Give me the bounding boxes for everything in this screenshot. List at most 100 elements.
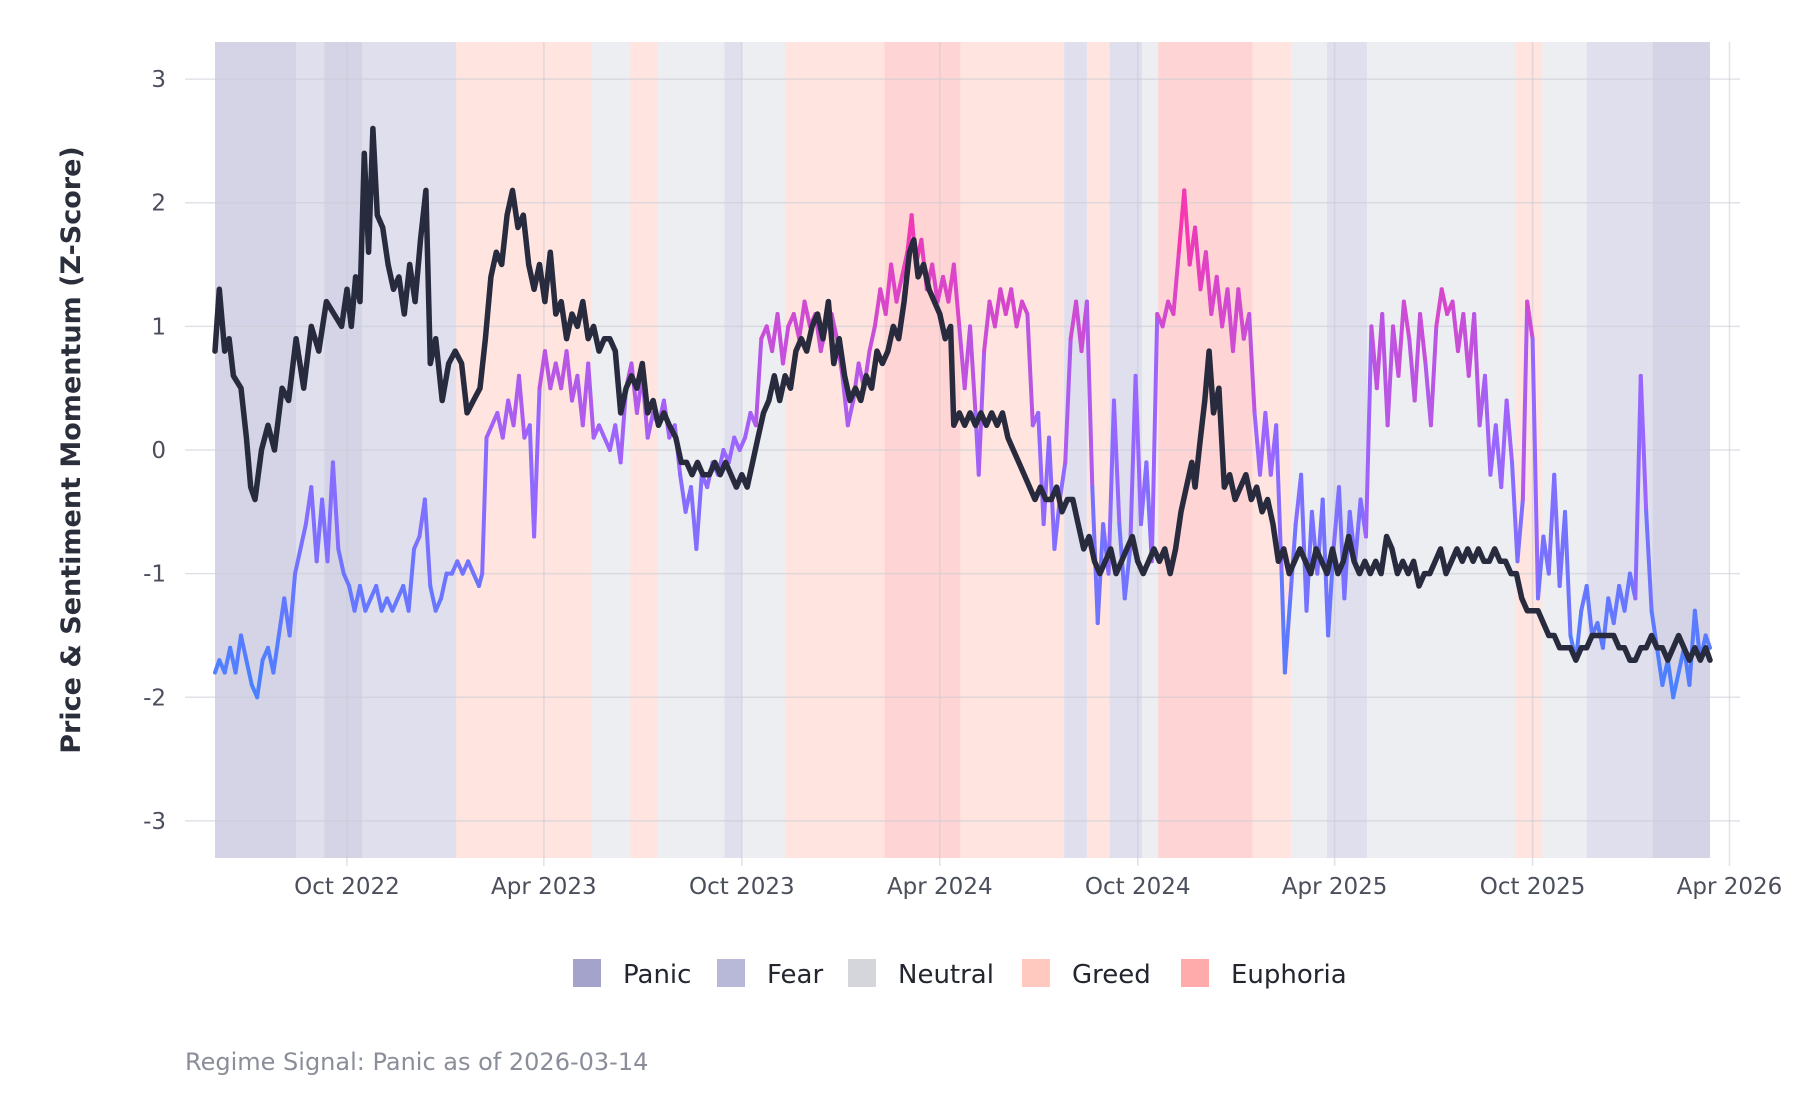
legend-label: Greed xyxy=(1072,960,1151,990)
y-tick-labels: 3 2 1 0 -1 -2 -3 xyxy=(143,67,166,835)
y-axis-title: Price & Sentiment Momentum (Z-Score) xyxy=(56,146,87,754)
sentiment-segment xyxy=(1703,633,1712,650)
legend-swatch xyxy=(848,959,876,987)
grid-lines xyxy=(185,42,1740,866)
sentiment-segment xyxy=(1230,287,1241,354)
sentiment-segment xyxy=(341,571,352,588)
legend-swatch xyxy=(717,959,745,987)
sentiment-segment xyxy=(1214,274,1225,329)
sentiment-segment xyxy=(1434,287,1444,329)
sentiment-segment xyxy=(516,373,527,440)
sentiment-segment xyxy=(1036,410,1046,527)
legend-item-neutral: Neutral xyxy=(848,959,994,990)
legend-swatch xyxy=(1022,959,1050,987)
sentiment-segment xyxy=(1552,472,1562,588)
sentiment-segment xyxy=(1009,287,1019,329)
sentiment-segment xyxy=(1336,485,1347,601)
sentiment-segment xyxy=(894,274,904,304)
sentiment-segment xyxy=(597,423,607,440)
sentiment-segment xyxy=(1525,299,1535,341)
sentiment-segment xyxy=(271,633,281,675)
sentiment-segment xyxy=(1025,312,1035,428)
sentiment-segment xyxy=(883,262,894,316)
sentiment-segment xyxy=(1638,373,1649,514)
sentiment-segment xyxy=(872,287,883,329)
sentiment-segment xyxy=(840,373,850,428)
legend: Panic Fear Neutral Greed Euphoria xyxy=(573,959,1347,990)
sentiment-segment xyxy=(1193,225,1203,292)
sentiment-segment xyxy=(484,423,494,440)
x-tick-label: Apr 2024 xyxy=(887,874,993,900)
sentiment-segment xyxy=(374,584,384,613)
legend-item-euphoria: Euphoria xyxy=(1181,959,1347,990)
sentiment-segment xyxy=(1133,373,1143,527)
sentiment-segment xyxy=(1530,336,1540,601)
sentiment-segment xyxy=(1439,287,1450,316)
sentiment-segment xyxy=(476,571,485,588)
sentiment-segment xyxy=(1584,584,1595,638)
sentiment-segment xyxy=(255,658,265,700)
sentiment-segment xyxy=(1282,596,1293,675)
sentiment-segment xyxy=(1644,509,1654,613)
sentiment-segment xyxy=(1504,398,1515,465)
sentiment-segment xyxy=(1385,324,1396,428)
sentiment-segment xyxy=(1622,571,1632,613)
sentiment-segment xyxy=(298,522,308,551)
sentiment-segment xyxy=(1535,534,1546,601)
sentiment-segment xyxy=(1263,410,1273,477)
price-momentum-line xyxy=(212,125,1713,663)
legend-item-greed: Greed xyxy=(1022,959,1151,990)
sentiment-segment xyxy=(1084,299,1095,490)
sentiment-segment xyxy=(1353,497,1363,564)
x-tick-label: Apr 2023 xyxy=(491,874,597,900)
sentiment-segment xyxy=(428,584,438,613)
sentiment-segment xyxy=(1450,299,1460,354)
sentiment-segment xyxy=(466,559,476,576)
sentiment-segment xyxy=(1510,460,1520,564)
legend-label: Panic xyxy=(623,960,691,990)
sentiment-segment xyxy=(1520,299,1530,502)
x-tick-label: Oct 2023 xyxy=(689,874,795,900)
sentiment-segment xyxy=(542,349,553,391)
x-tick-label: Apr 2025 xyxy=(1282,874,1388,900)
y-tick-label: 3 xyxy=(151,67,166,93)
y-tick-label: 1 xyxy=(151,314,166,340)
sentiment-segment xyxy=(726,435,737,465)
sentiment-segment xyxy=(678,472,688,514)
legend-item-panic: Panic xyxy=(573,959,691,990)
sentiment-segment xyxy=(1247,312,1257,415)
regime-signal-caption: Regime Signal: Panic as of 2026-03-14 xyxy=(185,1048,648,1076)
sentiment-segment xyxy=(780,324,791,366)
sentiment-segment xyxy=(1171,250,1181,316)
sentiment-segment xyxy=(1671,670,1681,700)
sentiment-segment xyxy=(1019,299,1030,316)
sentiment-segment xyxy=(439,571,449,601)
sentiment-segment xyxy=(1611,584,1622,626)
sentiment-segment xyxy=(930,262,940,304)
sentiment-segment xyxy=(1106,398,1116,576)
sentiment-segment xyxy=(1428,324,1439,428)
sentiment-segment xyxy=(1654,645,1665,687)
sentiment-segment xyxy=(412,534,422,551)
sentiment-segment xyxy=(802,299,812,329)
sentiment-segment xyxy=(1600,596,1611,650)
sentiment-segment xyxy=(743,410,753,440)
sentiment-segment xyxy=(1412,312,1423,403)
x-tick-label: Oct 2024 xyxy=(1085,874,1191,900)
sentiment-segment xyxy=(406,546,417,613)
sentiment-segment xyxy=(422,497,433,588)
sentiment-segment xyxy=(1304,509,1314,613)
y-tick-label: 0 xyxy=(151,438,166,464)
sentiment-segment xyxy=(889,262,899,304)
sentiment-segment xyxy=(753,336,764,428)
legend-label: Fear xyxy=(767,960,823,990)
sentiment-segment xyxy=(1149,312,1160,564)
sentiment-segment xyxy=(1396,299,1406,378)
sentiment-segment xyxy=(1499,398,1509,490)
sentiment-segment xyxy=(293,546,303,576)
sentiment-segment xyxy=(1326,546,1336,638)
sentiment-segment xyxy=(1633,373,1643,601)
legend-swatch xyxy=(1181,959,1209,987)
y-tick-label: -3 xyxy=(143,809,166,835)
